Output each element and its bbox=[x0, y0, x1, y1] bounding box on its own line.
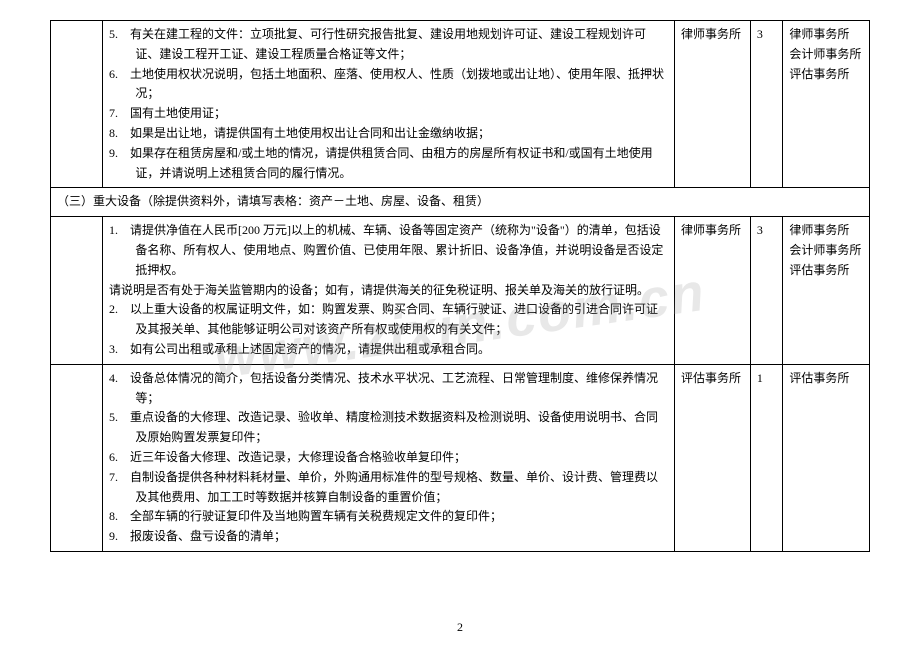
page-number: 2 bbox=[457, 620, 463, 634]
paragraph: 请说明是否有处于海关监管期内的设备；如有，请提供海关的征免税证明、报关单及海关的… bbox=[109, 281, 668, 301]
list-item: 6. 近三年设备大修理、改造记录，大修理设备合格验收单复印件； bbox=[109, 448, 668, 468]
cell-content: 5. 有关在建工程的文件：立项批复、可行性研究报告批复、建设用地规划许可证、建设… bbox=[103, 21, 675, 188]
list-item: 5. 重点设备的大修理、改造记录、验收单、精度检测技术数据资料及检测说明、设备使… bbox=[109, 408, 668, 448]
section-header-cell: （三）重大设备（除提供资料外，请填写表格：资产－土地、房屋、设备、租赁） bbox=[51, 188, 870, 217]
list-item: 7. 自制设备提供各种材料耗材量、单价，外购通用标准件的型号规格、数量、单价、设… bbox=[109, 468, 668, 508]
cell-index bbox=[51, 217, 103, 365]
main-table: 5. 有关在建工程的文件：立项批复、可行性研究报告批复、建设用地规划许可证、建设… bbox=[50, 20, 870, 552]
cell-dept: 律师事务所 bbox=[675, 21, 751, 188]
cell-count: 1 bbox=[750, 364, 783, 551]
cell-dept: 律师事务所 bbox=[675, 217, 751, 365]
cell-recipients: 律师事务所会计师事务所评估事务所 bbox=[783, 21, 870, 188]
page-content: 5. 有关在建工程的文件：立项批复、可行性研究报告批复、建设用地规划许可证、建设… bbox=[0, 0, 920, 552]
recipient-line: 评估事务所 bbox=[789, 261, 863, 281]
recipient-line: 评估事务所 bbox=[789, 369, 863, 389]
list-item: 3. 如有公司出租或承租上述固定资产的情况，请提供出租或承租合同。 bbox=[109, 340, 668, 360]
cell-index bbox=[51, 21, 103, 188]
table-row: 5. 有关在建工程的文件：立项批复、可行性研究报告批复、建设用地规划许可证、建设… bbox=[51, 21, 870, 188]
page-footer: 2 bbox=[0, 620, 920, 635]
cell-dept: 评估事务所 bbox=[675, 364, 751, 551]
item-list: 2. 以上重大设备的权属证明文件，如：购置发票、购买合同、车辆行驶证、进口设备的… bbox=[109, 300, 668, 359]
table-row: 4. 设备总体情况的简介，包括设备分类情况、技术水平状况、工艺流程、日常管理制度… bbox=[51, 364, 870, 551]
list-item: 5. 有关在建工程的文件：立项批复、可行性研究报告批复、建设用地规划许可证、建设… bbox=[109, 25, 668, 65]
list-item: 6. 土地使用权状况说明，包括土地面积、座落、使用权人、性质（划拨地或出让地）、… bbox=[109, 65, 668, 105]
cell-index bbox=[51, 364, 103, 551]
cell-count: 3 bbox=[750, 21, 783, 188]
list-item: 9. 报废设备、盘亏设备的清单； bbox=[109, 527, 668, 547]
table-body: 5. 有关在建工程的文件：立项批复、可行性研究报告批复、建设用地规划许可证、建设… bbox=[51, 21, 870, 552]
list-item: 2. 以上重大设备的权属证明文件，如：购置发票、购买合同、车辆行驶证、进口设备的… bbox=[109, 300, 668, 340]
table-row: 1. 请提供净值在人民币[200 万元]以上的机械、车辆、设备等固定资产（统称为… bbox=[51, 217, 870, 365]
item-list: 1. 请提供净值在人民币[200 万元]以上的机械、车辆、设备等固定资产（统称为… bbox=[109, 221, 668, 280]
recipient-line: 会计师事务所 bbox=[789, 45, 863, 65]
item-list: 4. 设备总体情况的简介，包括设备分类情况、技术水平状况、工艺流程、日常管理制度… bbox=[109, 369, 668, 547]
list-item: 8. 如果是出让地，请提供国有土地使用权出让合同和出让金缴纳收据； bbox=[109, 124, 668, 144]
list-item: 1. 请提供净值在人民币[200 万元]以上的机械、车辆、设备等固定资产（统称为… bbox=[109, 221, 668, 280]
recipient-line: 评估事务所 bbox=[789, 65, 863, 85]
list-item: 8. 全部车辆的行驶证复印件及当地购置车辆有关税费规定文件的复印件； bbox=[109, 507, 668, 527]
cell-content: 4. 设备总体情况的简介，包括设备分类情况、技术水平状况、工艺流程、日常管理制度… bbox=[103, 364, 675, 551]
list-item: 9. 如果存在租赁房屋和/或土地的情况，请提供租赁合同、由租方的房屋所有权证书和… bbox=[109, 144, 668, 184]
table-row: （三）重大设备（除提供资料外，请填写表格：资产－土地、房屋、设备、租赁） bbox=[51, 188, 870, 217]
cell-count: 3 bbox=[750, 217, 783, 365]
list-item: 7. 国有土地使用证； bbox=[109, 104, 668, 124]
recipient-line: 律师事务所 bbox=[789, 221, 863, 241]
list-item: 4. 设备总体情况的简介，包括设备分类情况、技术水平状况、工艺流程、日常管理制度… bbox=[109, 369, 668, 409]
item-list: 5. 有关在建工程的文件：立项批复、可行性研究报告批复、建设用地规划许可证、建设… bbox=[109, 25, 668, 183]
cell-recipients: 律师事务所会计师事务所评估事务所 bbox=[783, 217, 870, 365]
cell-content: 1. 请提供净值在人民币[200 万元]以上的机械、车辆、设备等固定资产（统称为… bbox=[103, 217, 675, 365]
recipient-line: 会计师事务所 bbox=[789, 241, 863, 261]
cell-recipients: 评估事务所 bbox=[783, 364, 870, 551]
recipient-line: 律师事务所 bbox=[789, 25, 863, 45]
